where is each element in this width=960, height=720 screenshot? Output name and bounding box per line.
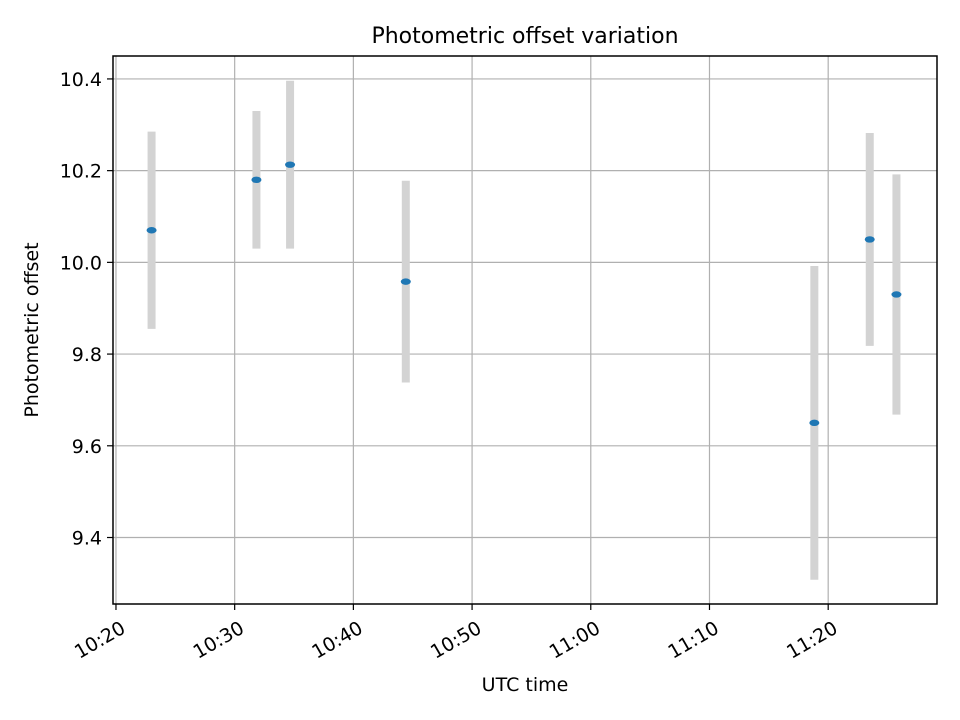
plot-frame [112,55,938,605]
data-point [864,236,875,243]
y-tick-label: 10.2 [60,161,102,183]
y-tick-label: 10.4 [60,69,102,91]
y-tick-label: 9.4 [72,528,102,550]
data-point [285,161,296,168]
data-point [809,419,820,427]
y-tick-label: 10.0 [60,252,102,274]
y-tick-label: 9.6 [72,436,102,458]
data-point [891,291,902,298]
data-point [146,227,157,234]
x-axis-label: UTC time [482,674,569,696]
data-point [251,176,262,184]
data-marks [146,80,902,580]
y-tick-label: 9.8 [72,344,102,366]
chart-title: Photometric offset variation [371,24,678,49]
plot-area [113,56,937,604]
grid [113,56,937,604]
data-point [400,278,411,285]
y-axis-label: Photometric offset [21,242,43,417]
